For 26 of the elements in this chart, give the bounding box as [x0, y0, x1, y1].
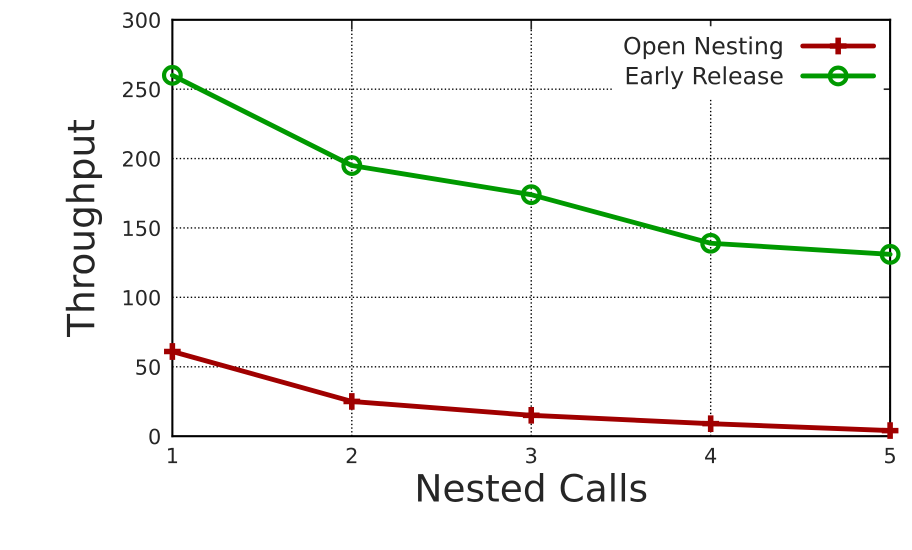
point	[162, 64, 183, 86]
x-tick-label: 4	[705, 448, 716, 464]
point	[882, 422, 898, 439]
x-tick-label: 1	[168, 448, 178, 464]
point	[700, 232, 722, 254]
y-tick-label: 50	[136, 359, 160, 375]
point	[164, 343, 181, 360]
x-tick-label: 3	[526, 448, 536, 464]
legend-label: Early Release	[626, 66, 783, 90]
x-tick-label: 5	[885, 448, 895, 464]
point	[522, 407, 540, 424]
y-tick-label: 0	[149, 428, 160, 444]
legend-label: Open Nesting	[624, 36, 782, 60]
point	[702, 415, 720, 432]
point	[343, 393, 360, 410]
y-tick-label: 300	[123, 12, 160, 28]
y-axis-title: Throughput	[66, 120, 102, 337]
point	[880, 244, 901, 265]
y-tick-label: 200	[123, 151, 160, 167]
point	[520, 184, 542, 206]
x-tick-label: 2	[346, 448, 356, 464]
point	[341, 155, 362, 176]
y-tick-label: 150	[124, 220, 160, 236]
y-tick-label: 100	[124, 290, 160, 306]
x-axis-title: Nested Calls	[418, 472, 646, 502]
y-tick-label: 250	[123, 82, 160, 98]
